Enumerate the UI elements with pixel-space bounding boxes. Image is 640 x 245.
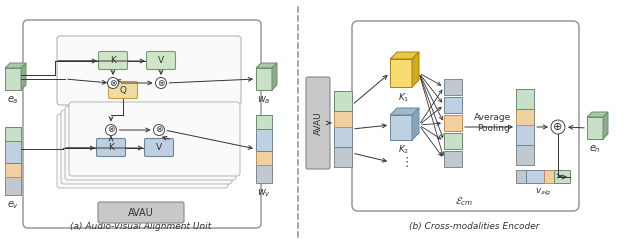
Circle shape: [154, 124, 164, 135]
Bar: [444, 133, 462, 149]
Text: AVAU: AVAU: [314, 111, 323, 135]
FancyBboxPatch shape: [306, 77, 330, 169]
Text: $e_v$: $e_v$: [7, 199, 19, 211]
FancyBboxPatch shape: [97, 138, 125, 157]
Bar: [516, 89, 534, 109]
Text: Q: Q: [120, 86, 127, 95]
Text: $\mathcal{E}_{cm}$: $\mathcal{E}_{cm}$: [455, 195, 473, 208]
FancyBboxPatch shape: [65, 106, 236, 180]
Text: AVAU: AVAU: [128, 208, 154, 218]
FancyBboxPatch shape: [98, 202, 184, 223]
Text: $w_a$: $w_a$: [257, 94, 271, 106]
Polygon shape: [390, 59, 412, 87]
Polygon shape: [587, 112, 608, 117]
Bar: [334, 147, 352, 167]
Text: (b) Cross-modalities Encoder: (b) Cross-modalities Encoder: [409, 222, 540, 231]
Bar: [256, 129, 272, 151]
Bar: [526, 170, 544, 183]
Text: Average
Pooling: Average Pooling: [474, 113, 511, 133]
FancyBboxPatch shape: [352, 21, 579, 211]
Bar: [5, 177, 21, 195]
Polygon shape: [412, 52, 419, 87]
Bar: [5, 127, 21, 141]
FancyBboxPatch shape: [145, 138, 173, 157]
Text: ⊕: ⊕: [554, 122, 563, 132]
Text: V: V: [158, 56, 164, 65]
FancyBboxPatch shape: [69, 102, 240, 176]
Bar: [554, 170, 570, 183]
Polygon shape: [21, 63, 26, 90]
Polygon shape: [5, 63, 26, 68]
Bar: [5, 163, 21, 177]
Polygon shape: [603, 112, 608, 139]
Polygon shape: [390, 52, 419, 59]
FancyBboxPatch shape: [61, 110, 232, 184]
FancyBboxPatch shape: [23, 20, 261, 228]
Bar: [256, 151, 272, 165]
Polygon shape: [256, 63, 277, 68]
Bar: [444, 151, 462, 167]
FancyBboxPatch shape: [147, 51, 175, 70]
Polygon shape: [390, 108, 419, 115]
FancyBboxPatch shape: [57, 114, 228, 188]
Bar: [444, 115, 462, 131]
FancyBboxPatch shape: [57, 36, 241, 105]
Text: ⊗: ⊗: [156, 125, 163, 135]
Text: ⊗: ⊗: [109, 78, 116, 87]
Text: $K_1$: $K_1$: [398, 91, 410, 103]
Bar: [516, 109, 534, 125]
Bar: [334, 111, 352, 127]
Text: $v_{alg}$: $v_{alg}$: [534, 187, 552, 198]
Text: V: V: [156, 143, 162, 152]
Text: $e_a$: $e_a$: [7, 94, 19, 106]
Circle shape: [106, 124, 116, 135]
Bar: [516, 145, 534, 165]
Text: $K_2$: $K_2$: [398, 144, 410, 157]
Text: ⊗: ⊗: [108, 125, 115, 135]
Bar: [444, 79, 462, 95]
Text: $w_v$: $w_v$: [257, 187, 271, 199]
Bar: [256, 115, 272, 129]
Bar: [256, 165, 272, 183]
FancyBboxPatch shape: [99, 51, 127, 70]
Polygon shape: [272, 63, 277, 90]
Bar: [516, 125, 534, 145]
Text: K: K: [110, 56, 116, 65]
Bar: [334, 127, 352, 147]
Bar: [544, 170, 554, 183]
Circle shape: [551, 120, 565, 134]
FancyBboxPatch shape: [109, 82, 138, 98]
Bar: [334, 91, 352, 111]
Polygon shape: [256, 68, 272, 90]
Polygon shape: [412, 108, 419, 140]
Text: (a) Audio-Visual Alignment Unit: (a) Audio-Visual Alignment Unit: [70, 222, 212, 231]
Polygon shape: [5, 68, 21, 90]
Circle shape: [108, 77, 118, 88]
Polygon shape: [390, 115, 412, 140]
Polygon shape: [587, 117, 603, 139]
Text: $e_n$: $e_n$: [589, 143, 601, 155]
Bar: [5, 141, 21, 163]
Text: $\vdots$: $\vdots$: [399, 155, 408, 169]
Circle shape: [156, 77, 166, 88]
Bar: [444, 97, 462, 113]
Bar: [516, 170, 526, 183]
Text: K: K: [108, 143, 114, 152]
Text: ⊗: ⊗: [157, 78, 164, 87]
